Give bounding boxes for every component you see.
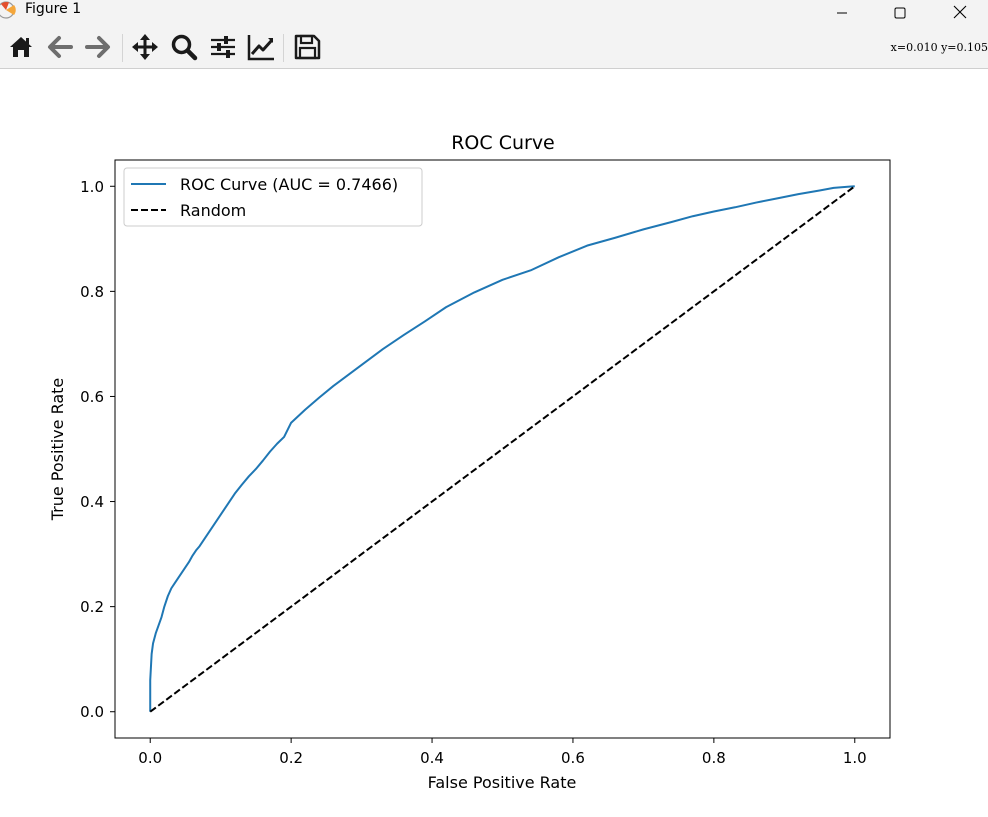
y-tick-label: 1.0 [80,178,104,196]
cursor-coordinates: x=0.010 y=0.105 [890,41,988,54]
forward-button[interactable] [82,33,114,65]
minimize-button[interactable] [819,0,865,26]
roc-plot: ROC Curve 0.0 0.2 0.4 0.6 0.8 1.0 0.00.20.40.… [0,69,988,813]
close-icon [953,4,967,23]
pan-icon [130,32,160,66]
x-axis-label: False Positive Rate [428,773,577,792]
axes-frame [114,159,891,739]
pan-button[interactable] [129,33,161,65]
subplots-button[interactable] [207,33,239,65]
x-tick-label: 0.0 [138,749,162,767]
maximize-icon [894,4,906,23]
toolbar-separator [122,34,123,62]
y-tick-label: 0.4 [80,493,104,511]
x-tick-label: 0.2 [279,749,303,767]
window-title: Figure 1 [25,1,82,17]
home-button[interactable] [5,33,37,65]
x-tick-label: 0.8 [702,749,726,767]
y-axis-label: True Positive Rate [48,378,67,522]
toolbar-separator [283,34,284,62]
y-axis: 0.0 0.2 0.4 0.6 0.8 1.0 [80,178,115,721]
legend: ROC Curve (AUC = 0.7466) Random [123,167,423,227]
navigation-toolbar: x=0.010 y=0.105 [0,26,988,69]
y-tick-label: 0.0 [80,703,104,721]
random-baseline-line [149,185,856,713]
roc-curve-line [149,185,855,712]
x-tick-label: 1.0 [843,749,867,767]
window-titlebar: Figure 1 [0,0,988,26]
customize-button[interactable] [245,33,277,65]
zoom-button[interactable] [168,33,200,65]
legend-box [123,167,423,227]
x-tick-label: 0.6 [561,749,585,767]
zoom-icon [170,33,198,65]
minimize-icon [836,4,848,23]
y-tick-label: 0.2 [80,598,104,616]
figure-canvas[interactable]: ROC Curve 0.0 0.2 0.4 0.6 0.8 1.0 0.0 0.2 0.4 0.… [0,69,988,813]
legend-entry-label: Random [180,201,246,220]
maximize-button[interactable] [877,0,923,26]
save-icon [293,33,321,65]
legend-entry-label: ROC Curve (AUC = 0.7466) [180,175,398,194]
save-button[interactable] [291,33,323,65]
matplotlib-icon [0,1,18,19]
x-axis: 0.0 0.2 0.4 0.6 0.8 1.0 [138,738,867,767]
back-arrow-icon [46,33,74,65]
y-tick-label: 0.6 [80,388,104,406]
close-button[interactable] [937,0,983,26]
subplots-icon [209,33,237,65]
y-tick-label: 0.8 [80,283,104,301]
plot-lines [149,185,856,713]
edit-curves-icon [246,32,276,66]
chart-title: ROC Curve [451,132,555,154]
back-button[interactable] [44,33,76,65]
forward-arrow-icon [84,33,112,65]
x-tick-label: 0.4 [420,749,444,767]
home-icon [7,33,35,65]
